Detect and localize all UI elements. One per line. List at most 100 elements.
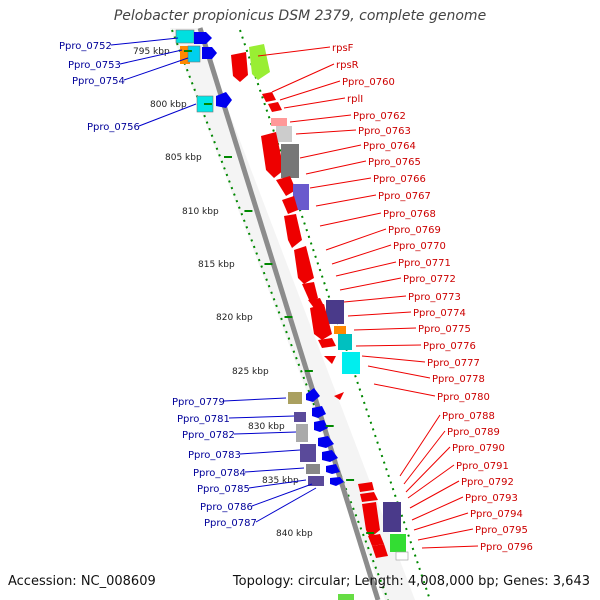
leader-line bbox=[361, 355, 426, 363]
gene-ppro-0793 bbox=[390, 534, 406, 552]
gene-ppro-0770 bbox=[294, 246, 314, 284]
leader-line bbox=[289, 114, 352, 123]
gene-label: Ppro_0795 bbox=[475, 525, 528, 536]
gene-ppro-0774 bbox=[310, 304, 332, 340]
leader-line bbox=[417, 528, 474, 541]
leader-line bbox=[244, 467, 305, 473]
ruler-label: 815 kbp bbox=[198, 260, 235, 270]
gene-ppro-0775 bbox=[334, 326, 346, 334]
gene-label: rplI bbox=[347, 94, 363, 105]
gene-label: Ppro_0781 bbox=[177, 414, 230, 425]
gene-label: Ppro_0760 bbox=[342, 77, 395, 88]
gene-label: rpsF bbox=[332, 43, 354, 54]
ruler-label: 795 kbp bbox=[133, 47, 170, 57]
gene-ppro-0788 bbox=[358, 482, 374, 492]
gene-label: Ppro_0769 bbox=[388, 225, 441, 236]
ruler-label: 825 kbp bbox=[232, 367, 269, 377]
gene-ppro-0771 bbox=[302, 282, 318, 302]
gene-arrow bbox=[330, 477, 344, 486]
leader-line bbox=[353, 327, 417, 331]
gene-label: Ppro_0756 bbox=[87, 122, 140, 133]
gene-arrow bbox=[318, 436, 334, 448]
leader-line bbox=[355, 344, 422, 347]
leader-line bbox=[315, 194, 377, 207]
gene-label: Ppro_0788 bbox=[442, 411, 495, 422]
gene-ppro-0784 bbox=[306, 464, 320, 474]
gene-ppro-0753 bbox=[180, 46, 190, 64]
leader-line bbox=[283, 97, 346, 109]
gene-arrow bbox=[314, 420, 328, 432]
ruler-label: 835 kbp bbox=[262, 476, 299, 486]
gene-label: Ppro_0789 bbox=[447, 427, 500, 438]
ruler-label: 805 kbp bbox=[165, 153, 202, 163]
gene-label: Ppro_0790 bbox=[452, 443, 505, 454]
gene-rpsf bbox=[231, 52, 248, 82]
gene-label: Ppro_0776 bbox=[423, 341, 476, 352]
left-gene-labels: Ppro_0752 Ppro_0753 Ppro_0754 Ppro_0756 Ppro… bbox=[59, 41, 257, 529]
gene-label: Ppro_0784 bbox=[193, 468, 246, 479]
leader-line bbox=[409, 480, 460, 509]
gene-ppro-0783 bbox=[300, 444, 316, 462]
leader-line bbox=[305, 160, 367, 175]
gene-ppro-0790 bbox=[362, 502, 380, 538]
leader-line bbox=[251, 483, 313, 507]
leader-line bbox=[399, 414, 441, 477]
leader-line bbox=[343, 295, 407, 303]
gene-ppro-0794 bbox=[372, 544, 388, 558]
gene-label: Ppro_0792 bbox=[461, 477, 514, 488]
gene-label: Ppro_0773 bbox=[408, 292, 461, 303]
gene-arrow bbox=[322, 450, 338, 462]
gene-label: Ppro_0796 bbox=[480, 542, 533, 553]
gene-ppro-0778-arrow bbox=[324, 356, 336, 364]
leader-line bbox=[325, 228, 387, 251]
leader-line bbox=[335, 261, 397, 277]
gene-ppro-0752 bbox=[175, 29, 195, 44]
leader-line bbox=[367, 365, 431, 379]
gene-ppro-0773 bbox=[326, 300, 344, 324]
gene-label: Ppro_0754 bbox=[72, 76, 125, 87]
gene-label: Ppro_0762 bbox=[353, 111, 406, 122]
gene-label: Ppro_0752 bbox=[59, 41, 112, 52]
gene-ppro-0785 bbox=[308, 476, 324, 486]
left-leader-lines bbox=[110, 37, 317, 523]
gene-label: Ppro_0782 bbox=[182, 430, 235, 441]
leader-line bbox=[405, 446, 451, 493]
leader-line bbox=[319, 212, 382, 227]
gene-ppro-0769 bbox=[284, 214, 302, 248]
gene-ppro-0767 bbox=[293, 184, 309, 210]
ruler-label: 840 kbp bbox=[276, 529, 313, 539]
gene-ppro-0766 bbox=[276, 176, 296, 196]
accession-text: Accession: NC_008609 bbox=[8, 574, 156, 589]
gene-label: Ppro_0765 bbox=[368, 157, 421, 168]
gene-rpsr bbox=[249, 44, 270, 80]
leader-line bbox=[299, 144, 362, 159]
forward-strand-genes bbox=[231, 44, 409, 600]
gene-label: Ppro_0774 bbox=[413, 308, 466, 319]
gene-ppro-0768 bbox=[282, 196, 298, 214]
gene-label: Ppro_0768 bbox=[383, 209, 436, 220]
gene-label: Ppro_0778 bbox=[432, 374, 485, 385]
gene-label: Ppro_0763 bbox=[358, 126, 411, 137]
gene-ppro-0777 bbox=[318, 338, 336, 348]
genome-title: Pelobacter propionicus DSM 2379, complet… bbox=[113, 8, 487, 24]
ruler-label: 800 kbp bbox=[150, 100, 187, 110]
gene-arrow bbox=[312, 406, 326, 418]
gene-arrow bbox=[306, 388, 320, 402]
right-leader-lines bbox=[257, 46, 479, 549]
leader-line bbox=[403, 430, 446, 485]
leader-line bbox=[257, 46, 331, 57]
gene-label: Ppro_0794 bbox=[470, 509, 523, 520]
gene-ppro-0765 bbox=[281, 144, 299, 178]
gene-label: Ppro_0786 bbox=[200, 502, 253, 513]
leader-line bbox=[271, 63, 335, 93]
gene-label: rpsR bbox=[336, 60, 359, 71]
gene-arrow bbox=[202, 47, 217, 59]
gene-ppro-0779 bbox=[288, 392, 302, 404]
leader-line bbox=[407, 464, 455, 499]
gene-label: Ppro_0783 bbox=[188, 450, 241, 461]
gene-label: Ppro_0780 bbox=[437, 392, 490, 403]
leader-line bbox=[309, 177, 372, 189]
leader-line bbox=[119, 49, 183, 65]
gene-arrow bbox=[326, 464, 340, 474]
